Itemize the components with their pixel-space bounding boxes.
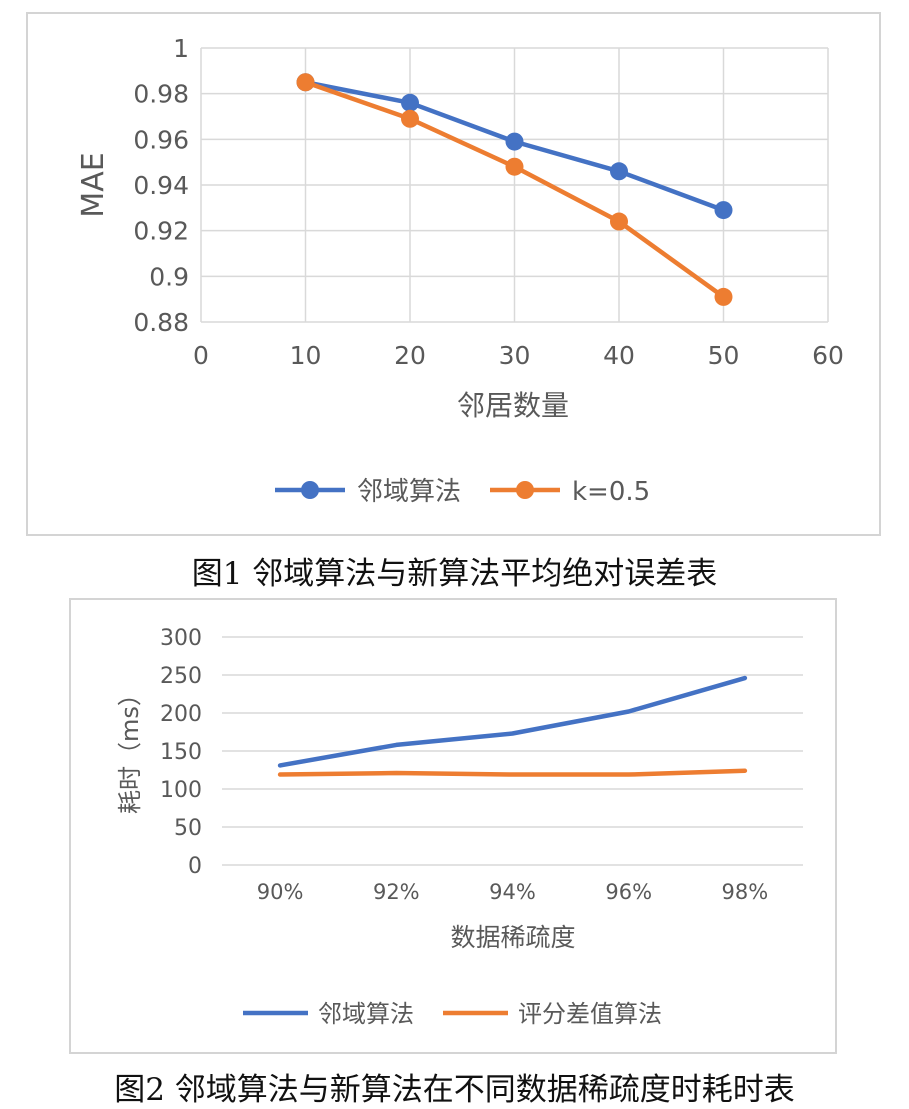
x-tick-label: 60 [812,341,844,370]
x-tick-label: 20 [394,341,426,370]
y-tick-label: 0 [188,854,202,879]
data-point [610,212,628,231]
y-tick-label: 100 [160,778,202,803]
x-axis-label: 邻居数量 [457,389,569,422]
data-point [505,132,524,151]
x-tick-label: 30 [499,341,531,370]
legend-marker-1 [516,481,534,499]
figure1-caption: 图1 邻域算法与新算法平均绝对误差表 [191,556,718,592]
x-tick-label: 50 [708,341,740,370]
y-tick-label: 250 [160,664,202,689]
legend-label-0: 邻域算法 [357,477,461,507]
y-tick-label: 0.96 [133,125,189,154]
x-tick-label: 0 [193,341,209,370]
x-tick-label: 90% [257,880,304,904]
y-tick-label: 1 [173,34,189,63]
chart1-frame [26,12,881,536]
legend-label-1: k=0.5 [572,477,650,507]
series-line-0 [277,675,748,768]
x-axis-label: 数据稀疏度 [450,923,575,952]
data-point [296,73,315,92]
legend-label-1: 评分差值算法 [518,1000,662,1028]
y-tick-label: 300 [160,626,202,651]
y-tick-label: 50 [174,816,202,841]
y-tick-label: 0.98 [133,80,189,109]
x-tick-label: 40 [603,341,635,370]
data-point [610,162,628,181]
x-tick-label: 94% [489,880,536,904]
y-tick-label: 0.88 [133,308,189,337]
y-tick-label: 150 [160,740,202,765]
figure2-caption: 图2 邻域算法与新算法在不同数据稀疏度时耗时表 [114,1072,795,1108]
data-point [505,157,524,176]
y-tick-label: 0.94 [133,171,189,200]
legend-label-0: 邻域算法 [318,1000,414,1028]
x-tick-label: 96% [605,880,652,904]
y-tick-label: 0.92 [133,217,189,246]
legend-marker-0 [301,481,319,499]
y-axis-label: MAE [76,152,111,217]
data-point [401,93,419,112]
data-point [714,287,733,306]
y-axis-label: 耗时（ms） [116,682,144,814]
x-tick-label: 92% [373,880,420,904]
x-tick-label: 10 [290,341,322,370]
chart2-frame [69,598,837,1054]
data-point [401,109,419,128]
x-tick-label: 98% [722,880,769,904]
data-point [714,201,733,220]
series-line-1 [277,768,748,777]
y-tick-label: 0.9 [149,262,189,291]
y-tick-label: 200 [160,702,202,727]
